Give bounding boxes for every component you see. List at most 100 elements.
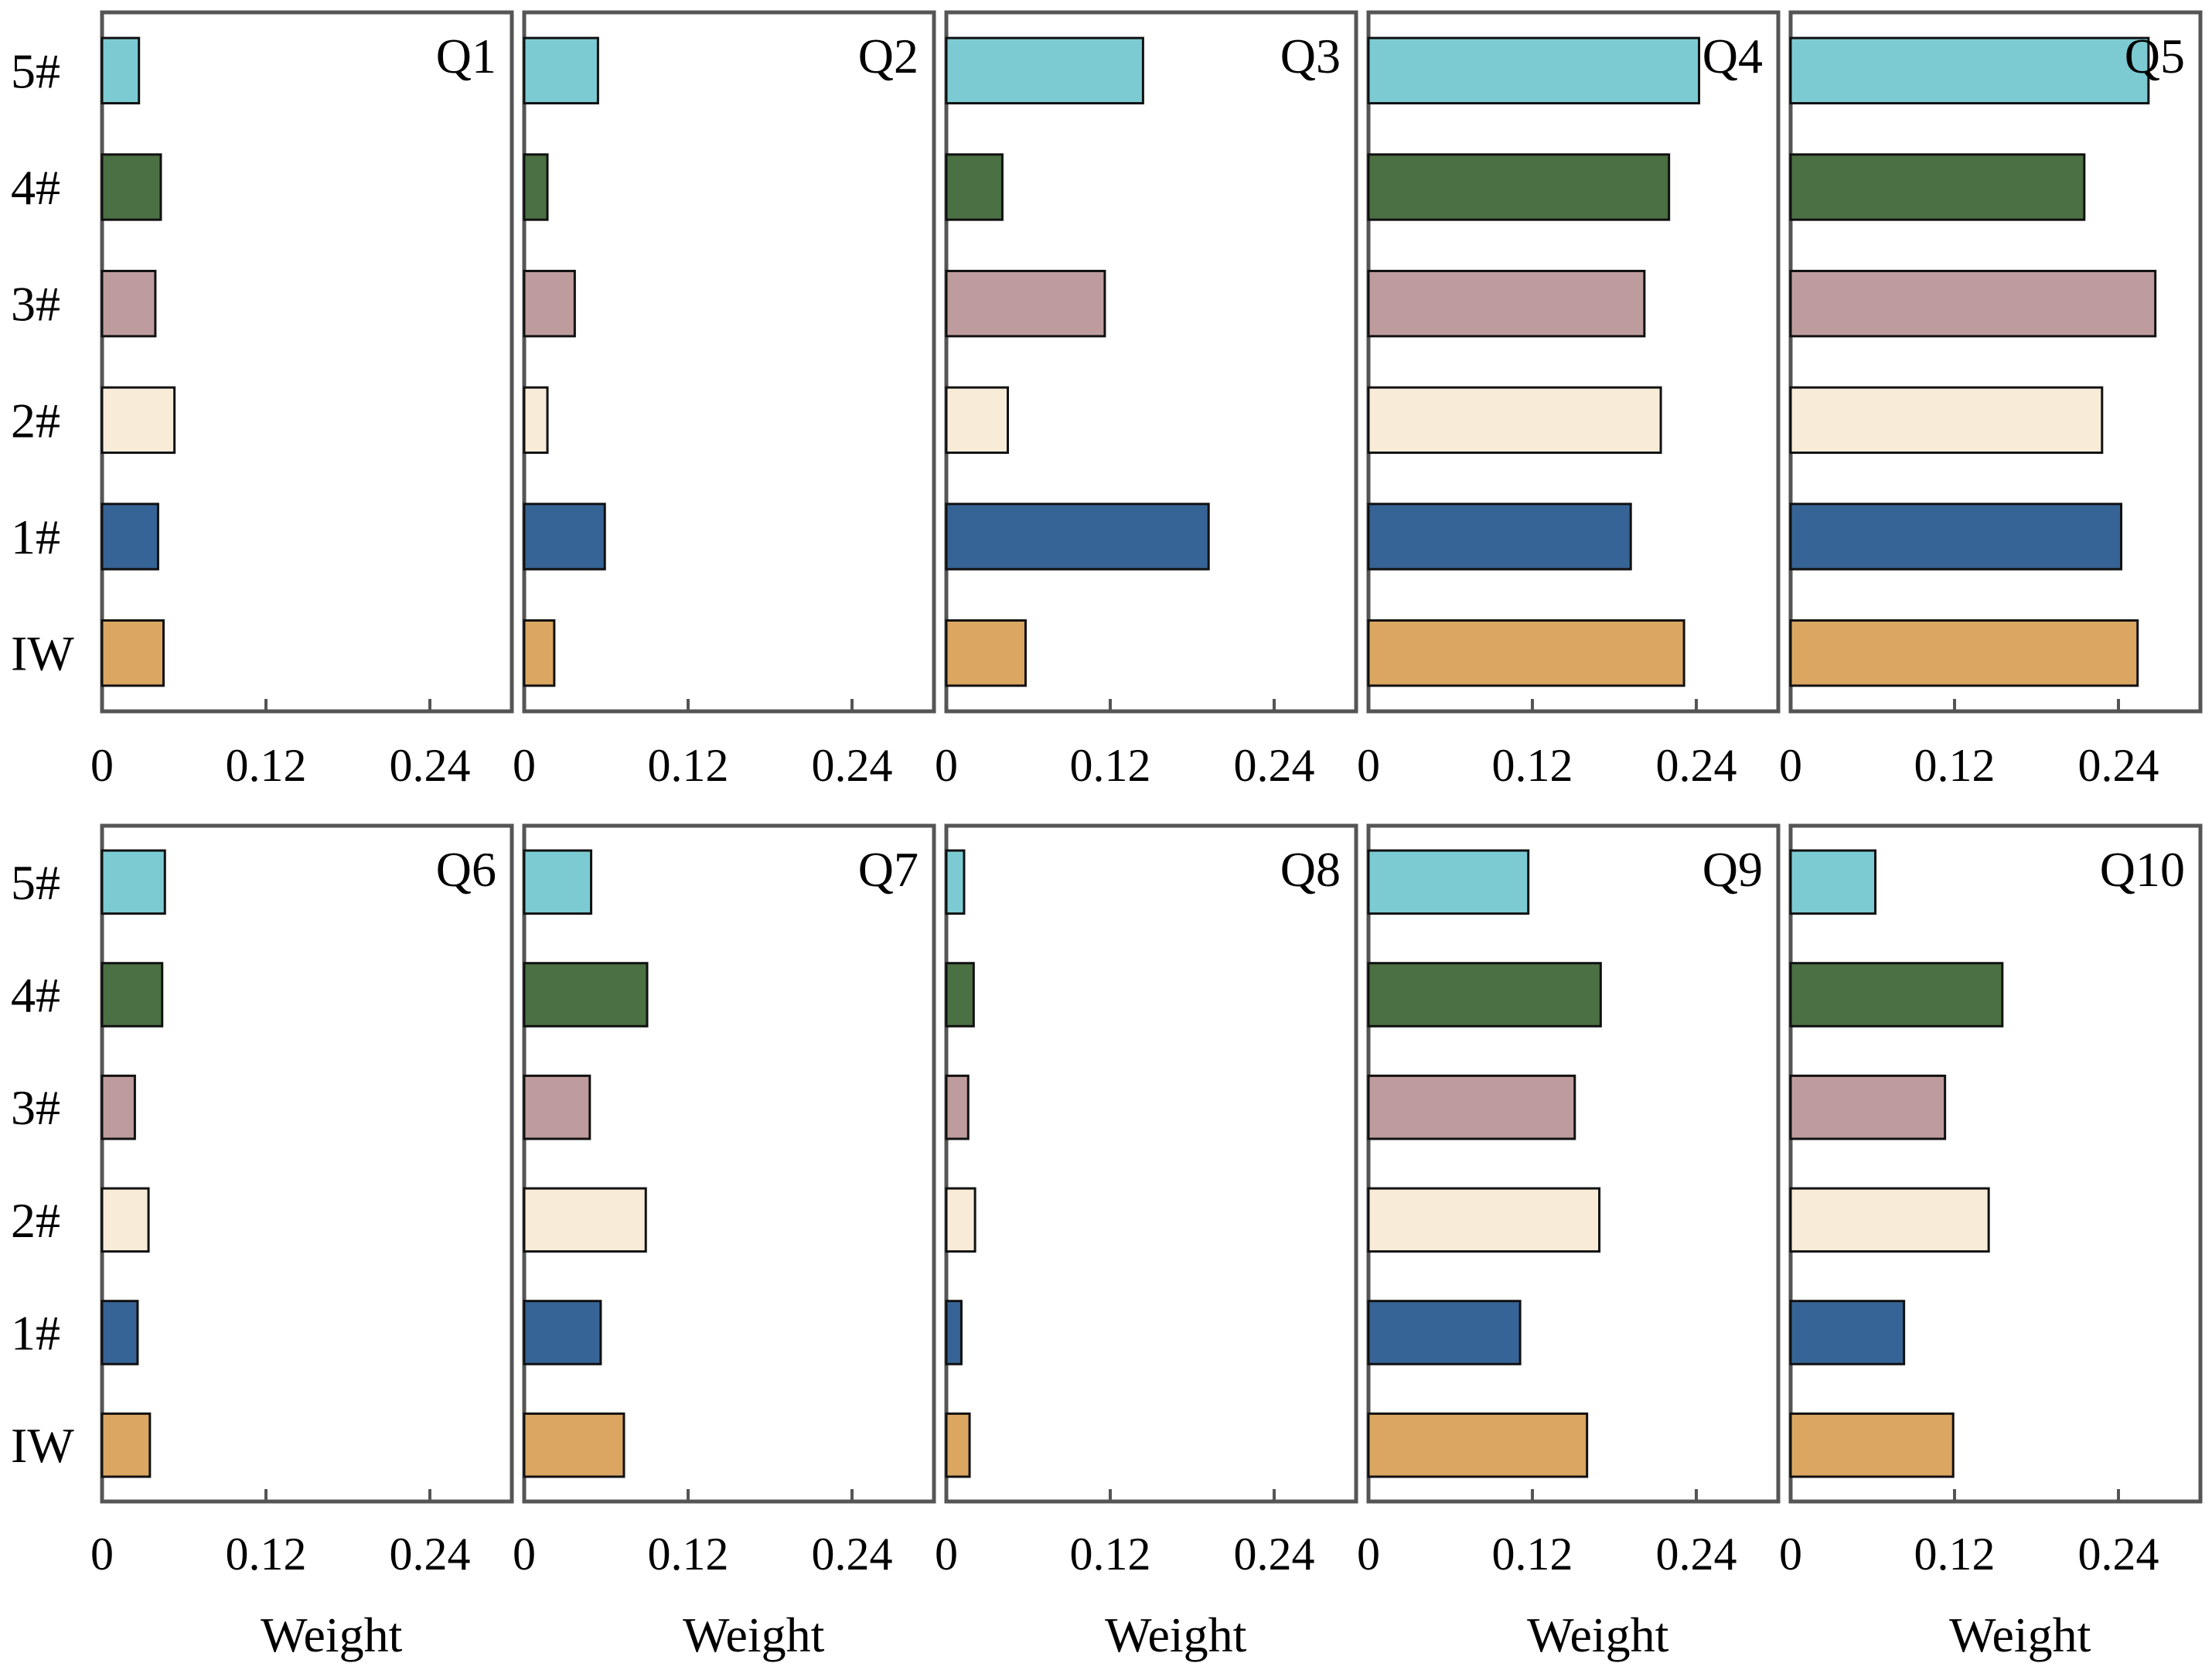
bar-q6-3 [101,1074,136,1140]
bar-q2-4 [523,153,549,221]
panel-title-q1: Q1 [436,29,496,84]
bar-q7-4 [523,962,649,1028]
bar-q9-3 [1367,1074,1576,1140]
bar-q8-iw [945,1412,971,1478]
x-axis-title-q9: Weight [1527,1607,1668,1662]
tick-label-q6-0: 0 [90,1529,114,1580]
bar-q3-4 [945,153,1004,221]
tick-label-q6-2: 0.24 [390,1529,471,1580]
tick-label-q8-0: 0 [935,1529,958,1580]
bar-q6-5 [101,849,166,915]
panel-title-q10: Q10 [2100,842,2185,897]
bar-q1-5 [101,36,141,105]
category-label-iw-row2: IW [11,1418,74,1473]
bar-q10-1 [1789,1300,1906,1365]
category-label-iw-row1: IW [11,626,74,681]
bar-q5-5 [1789,36,2150,105]
bar-q8-3 [945,1074,970,1140]
bar-q1-iw [101,619,165,687]
bar-q5-1 [1789,503,2123,571]
bar-q6-2 [101,1187,150,1253]
bar-q4-5 [1367,36,1701,105]
bar-q7-2 [523,1187,647,1253]
x-axis-title-q6: Weight [261,1607,402,1662]
bar-q4-2 [1367,386,1662,455]
bar-q5-iw [1789,619,2139,687]
bar-q2-5 [523,36,599,105]
tick-label-q10-0: 0 [1779,1529,1802,1580]
category-label-4-row2: 4# [11,968,60,1023]
category-label-3-row1: 3# [11,277,60,332]
bar-q4-4 [1367,153,1671,221]
panel-frame-q3 [944,10,1358,714]
bar-q2-2 [523,386,549,455]
x-axis-title-q8: Weight [1105,1607,1246,1662]
tick-label-q6-1: 0.12 [226,1529,307,1580]
bar-q1-4 [101,153,162,221]
tick-label-q8-1: 0.12 [1070,1529,1151,1580]
panel-title-q6: Q6 [436,842,496,897]
bar-q7-3 [523,1074,591,1140]
bar-q5-2 [1789,386,2104,455]
bar-q5-3 [1789,269,2157,338]
category-label-1-row1: 1# [11,510,60,564]
panel-title-q2: Q2 [858,29,919,84]
bar-q9-4 [1367,962,1602,1028]
category-label-5-row1: 5# [11,43,60,98]
panel-frame-q10 [1788,823,2203,1504]
panel-title-q3: Q3 [1280,29,1341,84]
tick-label-q7-2: 0.24 [812,1529,893,1580]
tick-label-q3-0: 0 [935,740,958,791]
bar-q5-4 [1789,153,2086,221]
bar-q3-1 [945,503,1210,571]
bar-q1-3 [101,269,157,338]
panel-title-q4: Q4 [1702,29,1763,84]
bar-q9-5 [1367,849,1530,915]
tick-label-q5-2: 0.24 [2078,740,2159,791]
tick-label-q3-1: 0.12 [1070,740,1151,791]
panel-frame-q1 [100,10,514,714]
bar-q8-1 [945,1300,963,1365]
bar-q10-5 [1789,849,1877,915]
tick-label-q9-0: 0 [1357,1529,1380,1580]
panel-frame-q4 [1366,10,1781,714]
tick-label-q5-1: 0.12 [1914,740,1996,791]
tick-label-q2-2: 0.24 [812,740,893,791]
bar-q6-iw [101,1412,152,1478]
panel-title-q5: Q5 [2125,29,2185,84]
panel-frame-q9 [1366,823,1781,1504]
panel-title-q8: Q8 [1280,842,1341,897]
tick-label-q9-2: 0.24 [1656,1529,1737,1580]
bar-q9-iw [1367,1412,1589,1478]
bar-q3-2 [945,386,1009,455]
bar-q9-1 [1367,1300,1522,1365]
bar-q3-3 [945,269,1106,338]
bar-q2-1 [523,503,606,571]
bar-q2-3 [523,269,576,338]
tick-label-q4-2: 0.24 [1656,740,1737,791]
panel-frame-q7 [522,823,936,1504]
bar-q4-3 [1367,269,1646,338]
category-label-1-row2: 1# [11,1306,60,1361]
panel-frame-q6 [100,823,514,1504]
panel-title-q9: Q9 [1702,842,1763,897]
bar-q6-1 [101,1300,139,1365]
bar-q10-4 [1789,962,2004,1028]
bar-q7-iw [523,1412,625,1478]
tick-label-q5-0: 0 [1779,740,1802,791]
bar-q4-1 [1367,503,1632,571]
bar-q2-iw [523,619,556,687]
bar-q10-iw [1789,1412,1955,1478]
panel-title-q7: Q7 [858,842,919,897]
bar-q4-iw [1367,619,1685,687]
tick-label-q10-1: 0.12 [1914,1529,1996,1580]
category-label-2-row1: 2# [11,393,60,448]
category-label-5-row2: 5# [11,855,60,910]
bar-q8-5 [945,849,966,915]
bar-q6-4 [101,962,164,1028]
category-label-3-row2: 3# [11,1080,60,1135]
tick-label-q1-0: 0 [90,740,114,791]
x-axis-title-q10: Weight [1949,1607,2091,1662]
bar-q3-iw [945,619,1027,687]
